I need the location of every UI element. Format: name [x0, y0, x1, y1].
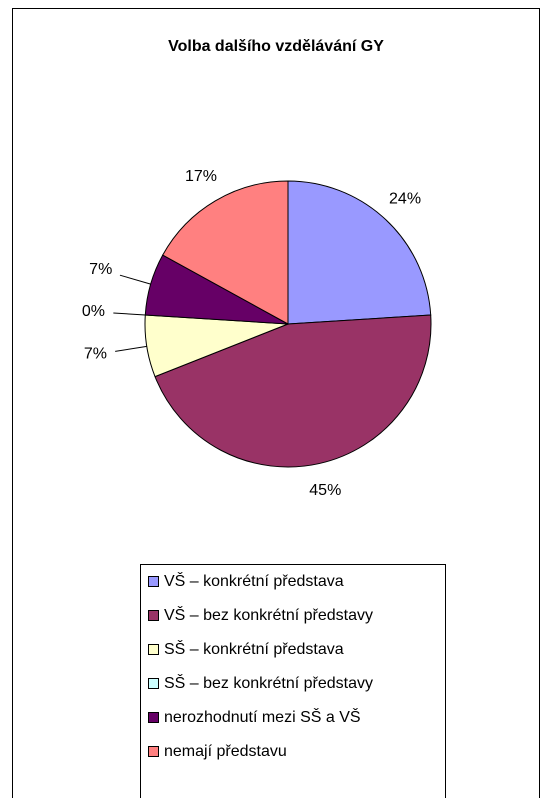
legend-label: nerozhodnutí mezi SŠ a VŠ [164, 707, 361, 726]
legend-swatch [148, 678, 159, 689]
legend-swatch [148, 576, 159, 587]
legend-swatch [148, 644, 159, 655]
legend-label: VŠ – konkrétní představa [164, 571, 344, 590]
legend-swatch [148, 610, 159, 621]
legend-label: VŠ – bez konkrétní představy [164, 605, 373, 624]
data-label: 17% [185, 168, 217, 185]
data-label: 45% [309, 482, 341, 499]
pie-slice [287, 180, 432, 325]
leader-line [115, 345, 147, 352]
legend-label: SŠ – bez konkrétní představy [164, 673, 373, 692]
data-label: 24% [389, 191, 421, 208]
legend-box [140, 564, 446, 803]
legend-swatch [148, 746, 159, 757]
legend-swatch [148, 712, 159, 723]
data-label: 0% [82, 303, 105, 320]
data-label: 7% [84, 346, 107, 363]
pie-slice [154, 314, 432, 468]
pie-slice [162, 180, 289, 325]
chart-title: Volba dalšího vzdělávání GY [168, 38, 384, 55]
legend-label: SŠ – konkrétní představa [164, 639, 344, 658]
leader-line [113, 312, 146, 316]
leader-line [119, 274, 151, 285]
legend-label: nemají představu [164, 743, 287, 760]
data-label: 7% [89, 261, 112, 278]
